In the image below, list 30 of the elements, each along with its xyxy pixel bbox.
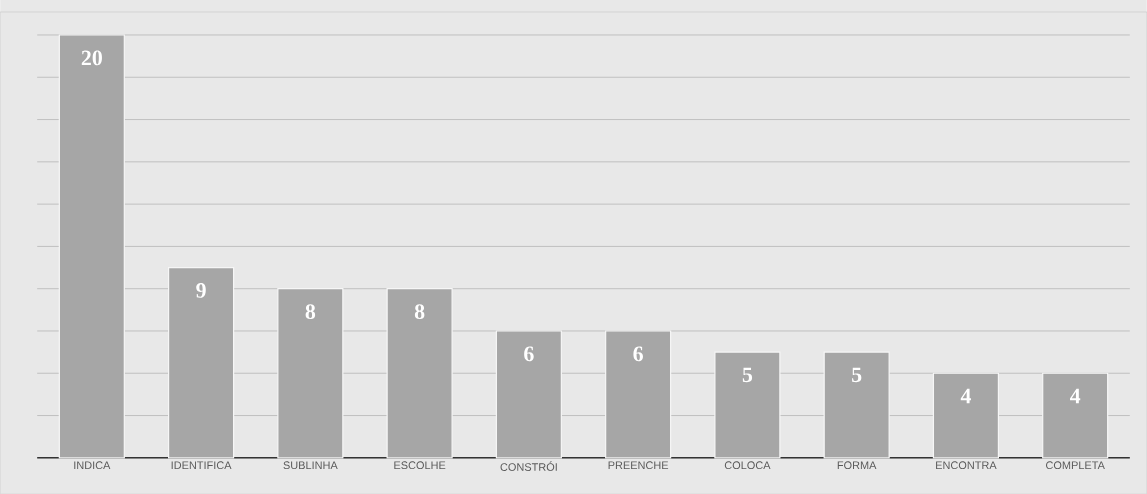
x-tick-label: COMPLETA (1046, 461, 1105, 470)
bar (1042, 372, 1109, 459)
bar (168, 266, 235, 459)
x-tick-label: ESCOLHE (394, 461, 446, 470)
bar (58, 34, 125, 459)
data-label: 5 (852, 367, 862, 383)
data-label: 8 (414, 304, 425, 319)
data-label: 6 (633, 346, 643, 362)
bar (714, 351, 781, 459)
data-label: 9 (196, 283, 206, 298)
bar (495, 330, 562, 459)
data-label: 6 (524, 346, 534, 362)
bar (386, 288, 453, 459)
bar (823, 351, 890, 459)
data-label: 8 (305, 304, 316, 319)
x-tick-label: INDICA (74, 461, 111, 470)
x-tick-label: COLOCA (724, 461, 771, 470)
x-tick-label: CONSTRÓI (500, 461, 557, 471)
x-tick-label: FORMA (837, 461, 877, 470)
data-label: 4 (960, 388, 971, 404)
data-label: 20 (81, 50, 102, 66)
bar (932, 372, 1000, 459)
bar (277, 288, 344, 459)
x-tick-label: SUBLINHA (283, 461, 338, 470)
x-tick-label: IDENTIFICA (171, 461, 232, 470)
data-label: 5 (742, 367, 753, 383)
x-tick-label: ENCONTRA (936, 461, 997, 470)
x-tick-label: PREENCHE (608, 461, 669, 470)
data-label: 4 (1070, 388, 1081, 404)
bar (605, 330, 672, 459)
